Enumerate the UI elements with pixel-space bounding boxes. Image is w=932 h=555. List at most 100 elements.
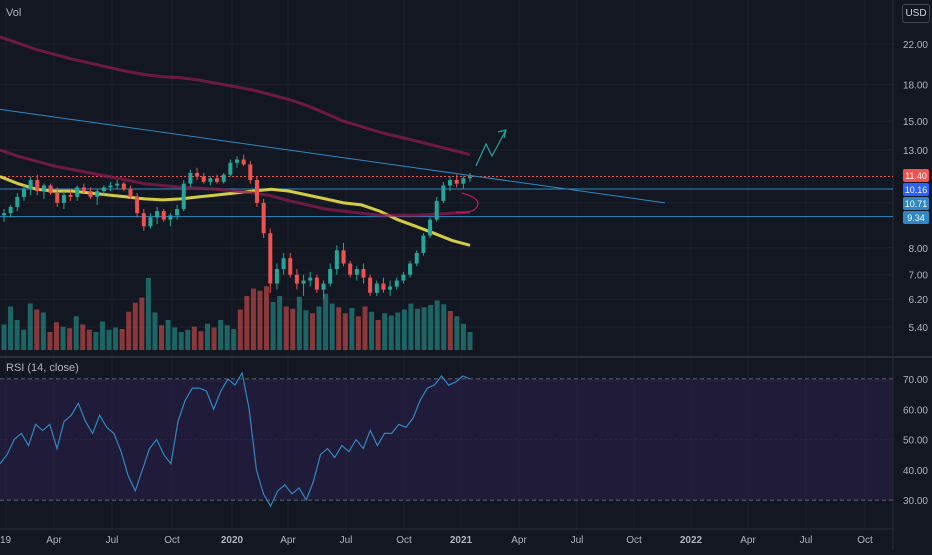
volume-bar <box>54 322 60 350</box>
price-badge-label: 11.40 <box>905 171 927 181</box>
axes: 22.0018.0015.0013.0010.008.007.006.205.4… <box>0 40 929 546</box>
volume-bar <box>277 296 283 350</box>
horizontal-levels[interactable] <box>0 175 893 218</box>
candle-body <box>388 286 393 290</box>
volume-bar <box>454 316 460 350</box>
candle-body <box>108 185 113 188</box>
candle-body <box>175 208 180 216</box>
rsi-tick-label: 40.00 <box>903 466 928 477</box>
volume-bar <box>172 327 178 350</box>
candle-body <box>55 193 60 203</box>
candle-body <box>241 159 246 165</box>
volume-bar <box>441 304 447 350</box>
volume-bar <box>309 313 315 350</box>
candle-body <box>361 269 366 278</box>
candle-body <box>81 187 86 192</box>
time-tick-label: Jul <box>340 535 353 546</box>
time-tick-label: Apr <box>740 535 756 546</box>
candle-body <box>281 258 286 270</box>
volume-bar <box>231 329 237 350</box>
candle-body <box>341 250 346 264</box>
volume-bar <box>428 305 434 350</box>
volume-bar <box>408 303 414 350</box>
volume-bar <box>250 288 256 350</box>
volume-bar <box>264 286 270 350</box>
candle-body <box>161 211 166 220</box>
price-tick-label: 13.00 <box>903 146 928 157</box>
price-tick-label: 22.00 <box>903 40 928 51</box>
time-tick-label: Jul <box>800 535 813 546</box>
volume-bar <box>106 329 112 350</box>
volume-bar <box>349 308 355 350</box>
volume-bar <box>290 308 296 350</box>
volume-bar <box>93 332 99 350</box>
price-badge-label: 9.34 <box>907 213 925 223</box>
candle-body <box>101 187 106 192</box>
volume-bar <box>14 320 20 350</box>
volume-bar <box>113 327 119 350</box>
candle-body <box>308 277 313 281</box>
currency-button[interactable]: USD <box>902 4 930 23</box>
price-badge <box>903 211 929 224</box>
volume-bar <box>67 328 73 350</box>
volume-bar <box>47 332 53 350</box>
candle-body <box>48 185 53 194</box>
volume-bar <box>296 296 302 350</box>
candle-body <box>368 277 373 293</box>
time-tick-label: Oct <box>626 535 642 546</box>
volume-bar <box>323 293 329 350</box>
candle-body <box>261 202 266 234</box>
price-badge <box>903 197 929 210</box>
volume-bar <box>21 329 27 350</box>
volume-bar <box>185 329 191 350</box>
candle-body <box>28 180 33 190</box>
volume-bar <box>388 315 394 350</box>
volume-bar <box>40 312 46 350</box>
volume-bar <box>159 325 165 350</box>
candle-body <box>274 269 279 284</box>
projection-arrow-head <box>497 129 507 139</box>
price-badge <box>903 169 929 182</box>
candle-body <box>135 196 140 214</box>
candle-body <box>228 162 233 175</box>
drawings[interactable] <box>0 108 666 214</box>
time-tick-label: Oct <box>396 535 412 546</box>
highlight-ellipse <box>455 192 479 214</box>
price-tick-label: 15.00 <box>903 117 928 128</box>
time-tick-label: 2021 <box>450 535 473 546</box>
candle-body <box>394 280 399 287</box>
candle-body <box>334 250 339 270</box>
candle-body <box>115 183 120 186</box>
volume-bar <box>165 320 171 350</box>
candle-body <box>155 211 160 218</box>
time-tick-label: Apr <box>280 535 296 546</box>
rsi-tick-label: 60.00 <box>903 405 928 416</box>
candle-body <box>168 215 173 220</box>
candle-body <box>354 269 359 275</box>
volume-bar <box>126 311 132 350</box>
volume-bar <box>257 290 263 350</box>
candle-body <box>128 189 133 197</box>
volume-bar <box>8 306 14 350</box>
candle-body <box>121 183 126 190</box>
candle-body <box>8 206 13 214</box>
candle-body <box>288 258 293 275</box>
candle-body <box>41 185 46 192</box>
volume-bar <box>382 313 388 350</box>
candle-body <box>248 164 253 181</box>
candle-body <box>301 280 306 284</box>
price-badge-label: 10.71 <box>905 199 928 209</box>
candle-body <box>95 191 100 197</box>
candle-body <box>21 189 26 197</box>
candle-body <box>314 277 319 290</box>
volume-bar <box>244 296 250 350</box>
volume-bar <box>342 313 348 350</box>
time-tick-label: Oct <box>857 535 873 546</box>
candle-body <box>381 283 386 290</box>
candle-body <box>221 174 226 182</box>
price-tick-label: 6.20 <box>909 295 929 306</box>
volume-bar <box>211 327 217 350</box>
candles <box>2 154 472 300</box>
candle-body <box>88 191 93 197</box>
